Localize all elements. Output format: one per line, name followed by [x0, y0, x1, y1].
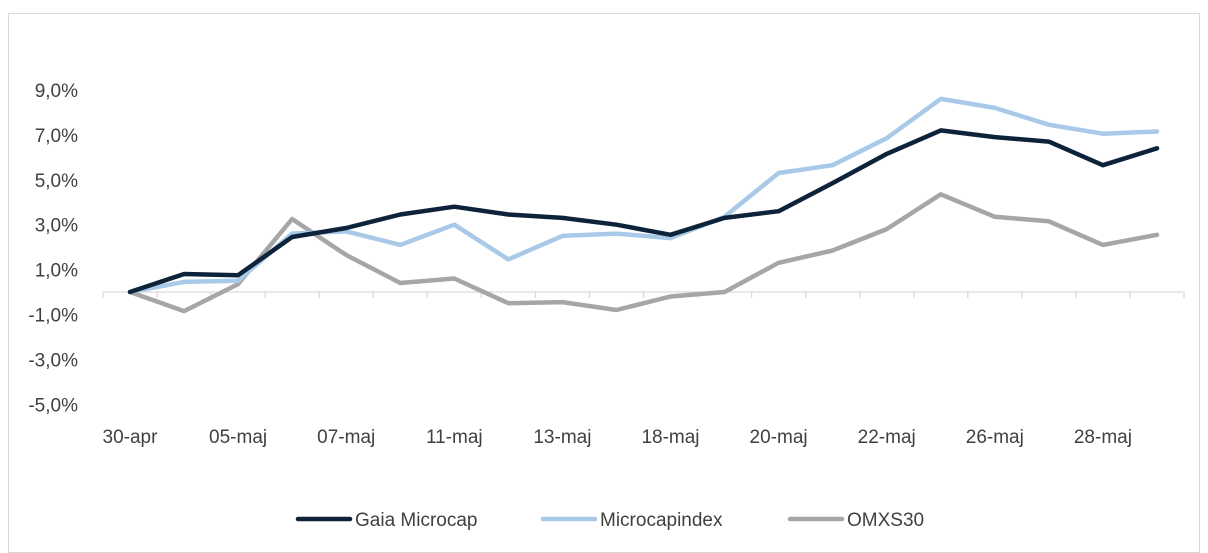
series-line-omxs30 [127, 192, 1160, 314]
x-tick-label: 11-maj [426, 427, 483, 448]
x-tick-label: 20-maj [750, 427, 808, 448]
y-tick-label: 9,0% [35, 81, 78, 102]
x-tick-label: 30-apr [103, 427, 159, 448]
x-tick-label: 22-maj [858, 427, 916, 448]
series-lines [127, 96, 1160, 314]
series-line-gaia-microcap [127, 128, 1160, 295]
y-tick-label: 7,0% [35, 126, 78, 147]
legend-item: OMXS30 [787, 510, 924, 531]
y-axis-tick-labels: 9,0% 7,0% 5,0% 3,0% 1,0% -1,0% -3,0% -5,0% [28, 81, 78, 416]
y-tick-label: 3,0% [35, 216, 78, 237]
legend-label: OMXS30 [847, 510, 924, 531]
x-tick-label: 18-maj [641, 427, 699, 448]
y-tick-label: 1,0% [35, 261, 78, 282]
x-tick-label: 26-maj [966, 427, 1024, 448]
x-tick-label: 05-maj [209, 427, 267, 448]
legend-label: Gaia Microcap [355, 510, 478, 531]
legend-item: Microcapindex [540, 510, 723, 531]
legend: Gaia Microcap Microcapindex OMXS30 [295, 510, 924, 531]
y-tick-label: 5,0% [35, 171, 78, 192]
x-axis [102, 291, 1185, 298]
x-tick-label: 07-maj [317, 427, 375, 448]
x-axis-tick-labels: 30-apr 05-maj 07-maj 11-maj 13-maj 18-maj 20-m… [103, 427, 1132, 448]
y-tick-label: -1,0% [28, 305, 78, 326]
x-tick-label: 28-maj [1074, 427, 1132, 448]
x-tick-label: 13-maj [533, 427, 591, 448]
y-tick-label: -5,0% [28, 395, 78, 416]
legend-label: Microcapindex [600, 510, 723, 531]
series-line-microcapindex [127, 96, 1160, 295]
legend-item: Gaia Microcap [295, 510, 478, 531]
y-tick-label: -3,0% [28, 350, 78, 371]
